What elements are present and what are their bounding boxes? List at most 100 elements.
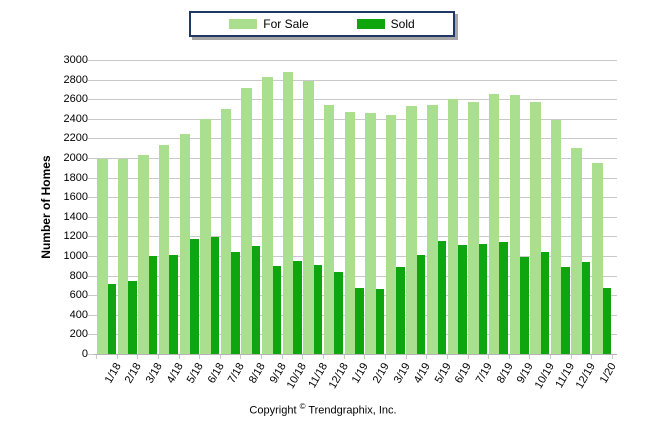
- gridline: [93, 276, 617, 277]
- y-tick-label: 2400: [63, 113, 88, 125]
- bar-sold-10/19: [540, 252, 550, 354]
- x-tick-label-6/18: 6/18: [205, 361, 227, 386]
- bar-group-8/18: [241, 60, 262, 354]
- y-tick-label: 600: [69, 289, 88, 301]
- copyright-text: Copyright © Trendgraphix, Inc.: [0, 402, 646, 417]
- x-tick: [240, 355, 242, 359]
- legend-label-for-sale: For Sale: [263, 17, 309, 31]
- bar-sold-9/18: [272, 265, 281, 354]
- y-tick-label: 2000: [63, 152, 88, 164]
- legend-label-sold: Sold: [390, 17, 415, 31]
- x-tick: [550, 355, 552, 359]
- bar-group-5/18: [179, 60, 201, 354]
- x-tick-label-12/19: 12/19: [573, 361, 599, 391]
- y-tick: [88, 99, 93, 100]
- bar-group-11/18: [303, 60, 324, 354]
- y-tick-label: 1600: [63, 191, 88, 203]
- y-tick: [88, 256, 93, 257]
- bar-sold-5/19: [437, 240, 446, 354]
- copyright-symbol-icon: ©: [299, 402, 306, 411]
- bar-for-sale-2/19: [365, 112, 376, 354]
- bar-sold-12/19: [581, 261, 591, 354]
- bar-sold-10/18: [293, 261, 302, 354]
- bar-group-4/19: [406, 60, 427, 354]
- bar-for-sale-5/18: [179, 133, 190, 354]
- x-tick: [508, 355, 510, 359]
- y-tick: [88, 178, 93, 179]
- bar-for-sale-12/18: [323, 105, 335, 354]
- y-tick: [88, 217, 93, 218]
- x-tick-label-12/18: 12/18: [326, 361, 351, 391]
- x-tick: [488, 355, 490, 359]
- y-tick-label: 1200: [63, 230, 88, 242]
- bar-for-sale-9/18: [262, 76, 273, 354]
- x-tick: [426, 355, 428, 359]
- x-tick: [405, 355, 407, 359]
- bar-sold-4/18: [169, 255, 178, 354]
- gridline: [93, 178, 617, 179]
- x-tick-label-2/19: 2/19: [370, 361, 392, 386]
- x-tick-label-11/18: 11/18: [306, 361, 330, 391]
- legend: For Sale Sold: [189, 11, 455, 37]
- y-tick-label: 1000: [63, 250, 88, 262]
- bar-group-10/18: [282, 60, 304, 354]
- bar-group-9/18: [262, 60, 283, 354]
- gridline: [93, 138, 617, 139]
- bar-sold-8/18: [251, 245, 261, 354]
- y-tick-label: 0: [81, 348, 88, 360]
- bar-sold-7/19: [478, 244, 488, 354]
- bar-group-2/19: [365, 60, 386, 354]
- bar-group-3/18: [138, 60, 159, 354]
- gridline: [93, 236, 617, 237]
- bar-sold-1/19: [355, 288, 364, 354]
- gridline: [93, 217, 617, 218]
- x-tick: [446, 355, 448, 359]
- x-tick-label-4/19: 4/19: [411, 361, 434, 386]
- bar-for-sale-8/18: [241, 88, 252, 354]
- bar-sold-5/18: [190, 238, 199, 354]
- x-tick: [384, 355, 386, 359]
- x-tick: [323, 355, 325, 359]
- x-tick: [157, 355, 159, 359]
- bar-sold-8/19: [499, 242, 508, 354]
- y-tick: [88, 354, 93, 355]
- x-tick-label-5/19: 5/19: [432, 361, 454, 386]
- x-tick: [281, 355, 283, 359]
- x-tick: [343, 355, 345, 359]
- bar-for-sale-3/19: [385, 114, 397, 354]
- bar-group-6/18: [200, 60, 221, 354]
- bar-for-sale-8/19: [488, 94, 500, 354]
- bar-sold-3/19: [396, 266, 405, 354]
- bar-group-4/18: [158, 60, 180, 354]
- y-tick-label: 2600: [63, 93, 88, 105]
- x-tick-label-8/19: 8/19: [494, 361, 516, 386]
- x-tick-label-3/18: 3/18: [143, 361, 165, 386]
- bar-for-sale-11/19: [550, 119, 562, 354]
- x-tick-label-6/19: 6/19: [453, 361, 475, 386]
- x-tick-label-4/18: 4/18: [164, 361, 186, 386]
- copyright-prefix: Copyright: [249, 404, 300, 417]
- x-tick: [199, 355, 201, 359]
- bar-for-sale-1/18: [97, 158, 108, 354]
- y-tick-label: 800: [69, 270, 88, 282]
- bar-sold-3/18: [148, 256, 158, 354]
- y-tick-label: 3000: [63, 54, 88, 66]
- bar-sold-11/19: [561, 266, 570, 354]
- bar-sold-4/19: [416, 255, 426, 354]
- x-tick: [364, 355, 366, 359]
- bar-sold-12/18: [334, 271, 343, 354]
- gridline: [93, 158, 617, 159]
- bar-for-sale-10/18: [282, 71, 294, 354]
- y-tick: [88, 158, 93, 159]
- x-tick-label-8/18: 8/18: [246, 361, 268, 386]
- bar-group-10/19: [530, 60, 551, 354]
- y-tick: [88, 295, 93, 296]
- gridline: [93, 60, 617, 61]
- x-tick: [219, 355, 221, 359]
- x-tick-label-3/19: 3/19: [391, 361, 413, 386]
- x-tick: [612, 355, 613, 359]
- x-tick-label-10/19: 10/19: [532, 361, 557, 391]
- bar-for-sale-12/19: [571, 148, 582, 354]
- bar-for-sale-7/19: [468, 102, 479, 354]
- gridline: [93, 256, 617, 257]
